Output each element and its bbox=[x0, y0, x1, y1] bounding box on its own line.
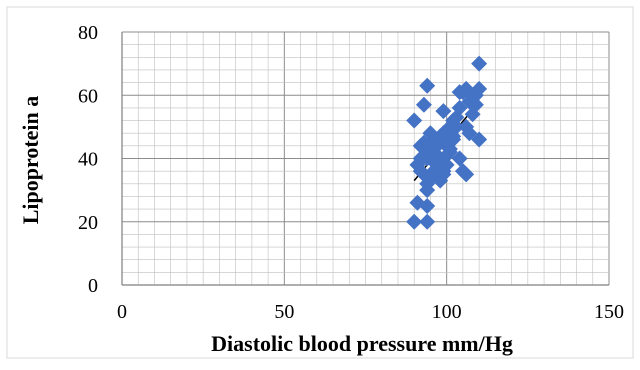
data-point bbox=[458, 118, 475, 135]
data-point bbox=[435, 163, 452, 180]
data-point bbox=[471, 55, 488, 72]
data-point bbox=[428, 137, 445, 154]
data-point bbox=[471, 131, 488, 148]
data-point bbox=[451, 150, 468, 167]
y-axis-title: Lipoprotein a bbox=[18, 96, 43, 225]
data-point bbox=[458, 166, 475, 183]
data-point bbox=[445, 112, 462, 129]
data-point bbox=[406, 213, 423, 230]
data-point bbox=[435, 125, 452, 142]
y-tick-label: 40 bbox=[78, 149, 98, 171]
data-point bbox=[412, 163, 429, 180]
y-tick-label: 80 bbox=[78, 22, 98, 44]
x-tick-label: 50 bbox=[274, 301, 294, 323]
data-point bbox=[438, 147, 455, 164]
data-point bbox=[464, 93, 481, 110]
x-tick-label: 0 bbox=[117, 301, 127, 323]
gridlines bbox=[121, 31, 610, 286]
data-point bbox=[419, 77, 436, 94]
y-tick-label: 0 bbox=[88, 275, 98, 297]
data-point bbox=[451, 99, 468, 116]
data-point bbox=[435, 103, 452, 120]
data-point bbox=[451, 84, 468, 101]
x-tick-label: 100 bbox=[432, 301, 462, 323]
x-tick-label: 150 bbox=[594, 301, 624, 323]
tick-labels: 0 50 100 150 0 20 40 60 80 bbox=[78, 22, 624, 323]
data-point bbox=[419, 197, 436, 214]
chart-border bbox=[6, 6, 634, 359]
data-point bbox=[415, 96, 432, 113]
x-axis-title: Diastolic blood pressure mm/Hg bbox=[211, 331, 513, 356]
data-point bbox=[406, 112, 423, 129]
data-point bbox=[471, 80, 488, 97]
y-tick-label: 20 bbox=[78, 212, 98, 234]
data-points bbox=[406, 55, 488, 230]
data-point bbox=[419, 213, 436, 230]
data-point bbox=[422, 125, 439, 142]
y-tick-label: 60 bbox=[78, 85, 98, 107]
